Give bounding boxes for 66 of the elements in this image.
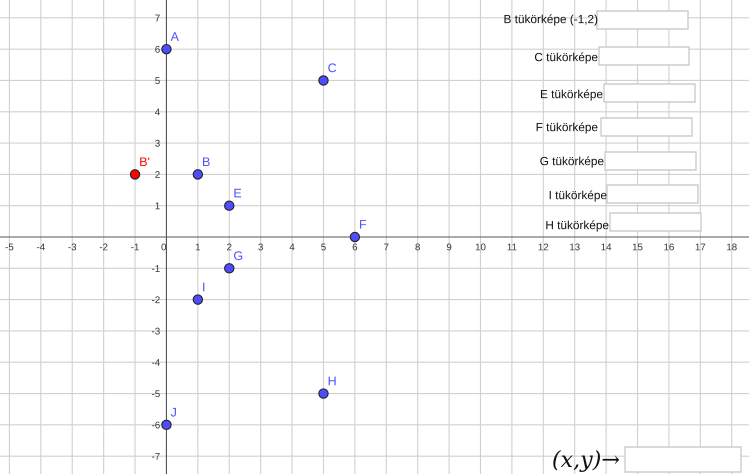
annotation: F tükörképe [536,122,598,134]
x-tick-label: 6 [352,244,358,250]
point [192,169,204,180]
y-tick-label: 4 [155,108,160,116]
x-tick-label: -1 [131,244,139,250]
x-tick-label: 15 [632,244,643,250]
y-tick-label: 6 [155,46,160,53]
x-tick-label: 0 [161,244,166,250]
data-label: E [234,188,242,198]
y-tick-label: -1 [152,265,160,272]
x-tick-label: 1 [196,244,200,250]
x-tick-label: 3 [258,244,263,250]
annotation: E tükörképe [540,89,602,101]
x-tick-label: -4 [36,244,45,250]
x-tick-label: 2 [227,244,232,250]
y-tick-label: -7 [152,452,160,460]
data-label: J [170,408,176,417]
y-tick-label: 1 [156,202,160,210]
x-tick-label: 18 [727,244,737,250]
point [161,420,172,430]
y-tick-label: -3 [152,328,160,335]
data-label: I [203,282,204,292]
y-tick-label: -2 [152,296,160,304]
annotation: (x,y)→ [553,450,620,472]
point [192,294,204,305]
annotation: G tükörképe [540,156,604,168]
x-tick-label: 10 [476,244,486,250]
x-tick-label: 16 [664,244,674,250]
point [161,44,172,54]
annotation: B tükörképe (-1,2) [504,14,598,26]
x-tick-label: 12 [538,244,548,250]
x-tick-label: -5 [6,244,14,250]
annotation: I tükörképe [550,190,606,202]
data-label: B [203,157,210,166]
y-tick-label: 7 [155,14,160,22]
point [318,388,329,399]
data-label: A [170,32,179,41]
x-tick-label: -3 [68,244,76,250]
x-tick-label: 13 [570,244,580,250]
data-label: F [360,220,366,229]
data-label: B' [140,157,150,166]
data-label: H [328,376,336,386]
point [318,75,329,86]
y-tick-label: -6 [152,422,160,428]
x-tick-label: 17 [696,244,706,250]
y-tick-label: -4 [152,359,160,366]
y-tick-label: -5 [152,390,160,398]
point [224,263,234,274]
annotation: H tükörképe [546,220,608,232]
annotation: C tükörképe [534,52,598,64]
data-label: G [234,251,242,260]
x-tick-label: 9 [446,244,452,250]
x-tick-label: 11 [508,244,516,250]
x-tick-label: 8 [415,244,420,250]
x-tick-label: 7 [384,244,388,250]
x-tick-label: -2 [100,244,108,250]
point [350,232,360,242]
x-tick-label: 4 [290,244,294,250]
data-label: C [328,63,336,72]
x-tick-label: 14 [601,244,612,250]
y-tick-label: 2 [155,171,160,178]
y-tick-label: 3 [155,140,160,147]
point [224,200,234,211]
x-tick-label: 5 [321,244,326,250]
point [130,169,140,180]
y-tick-label: 5 [155,77,160,84]
